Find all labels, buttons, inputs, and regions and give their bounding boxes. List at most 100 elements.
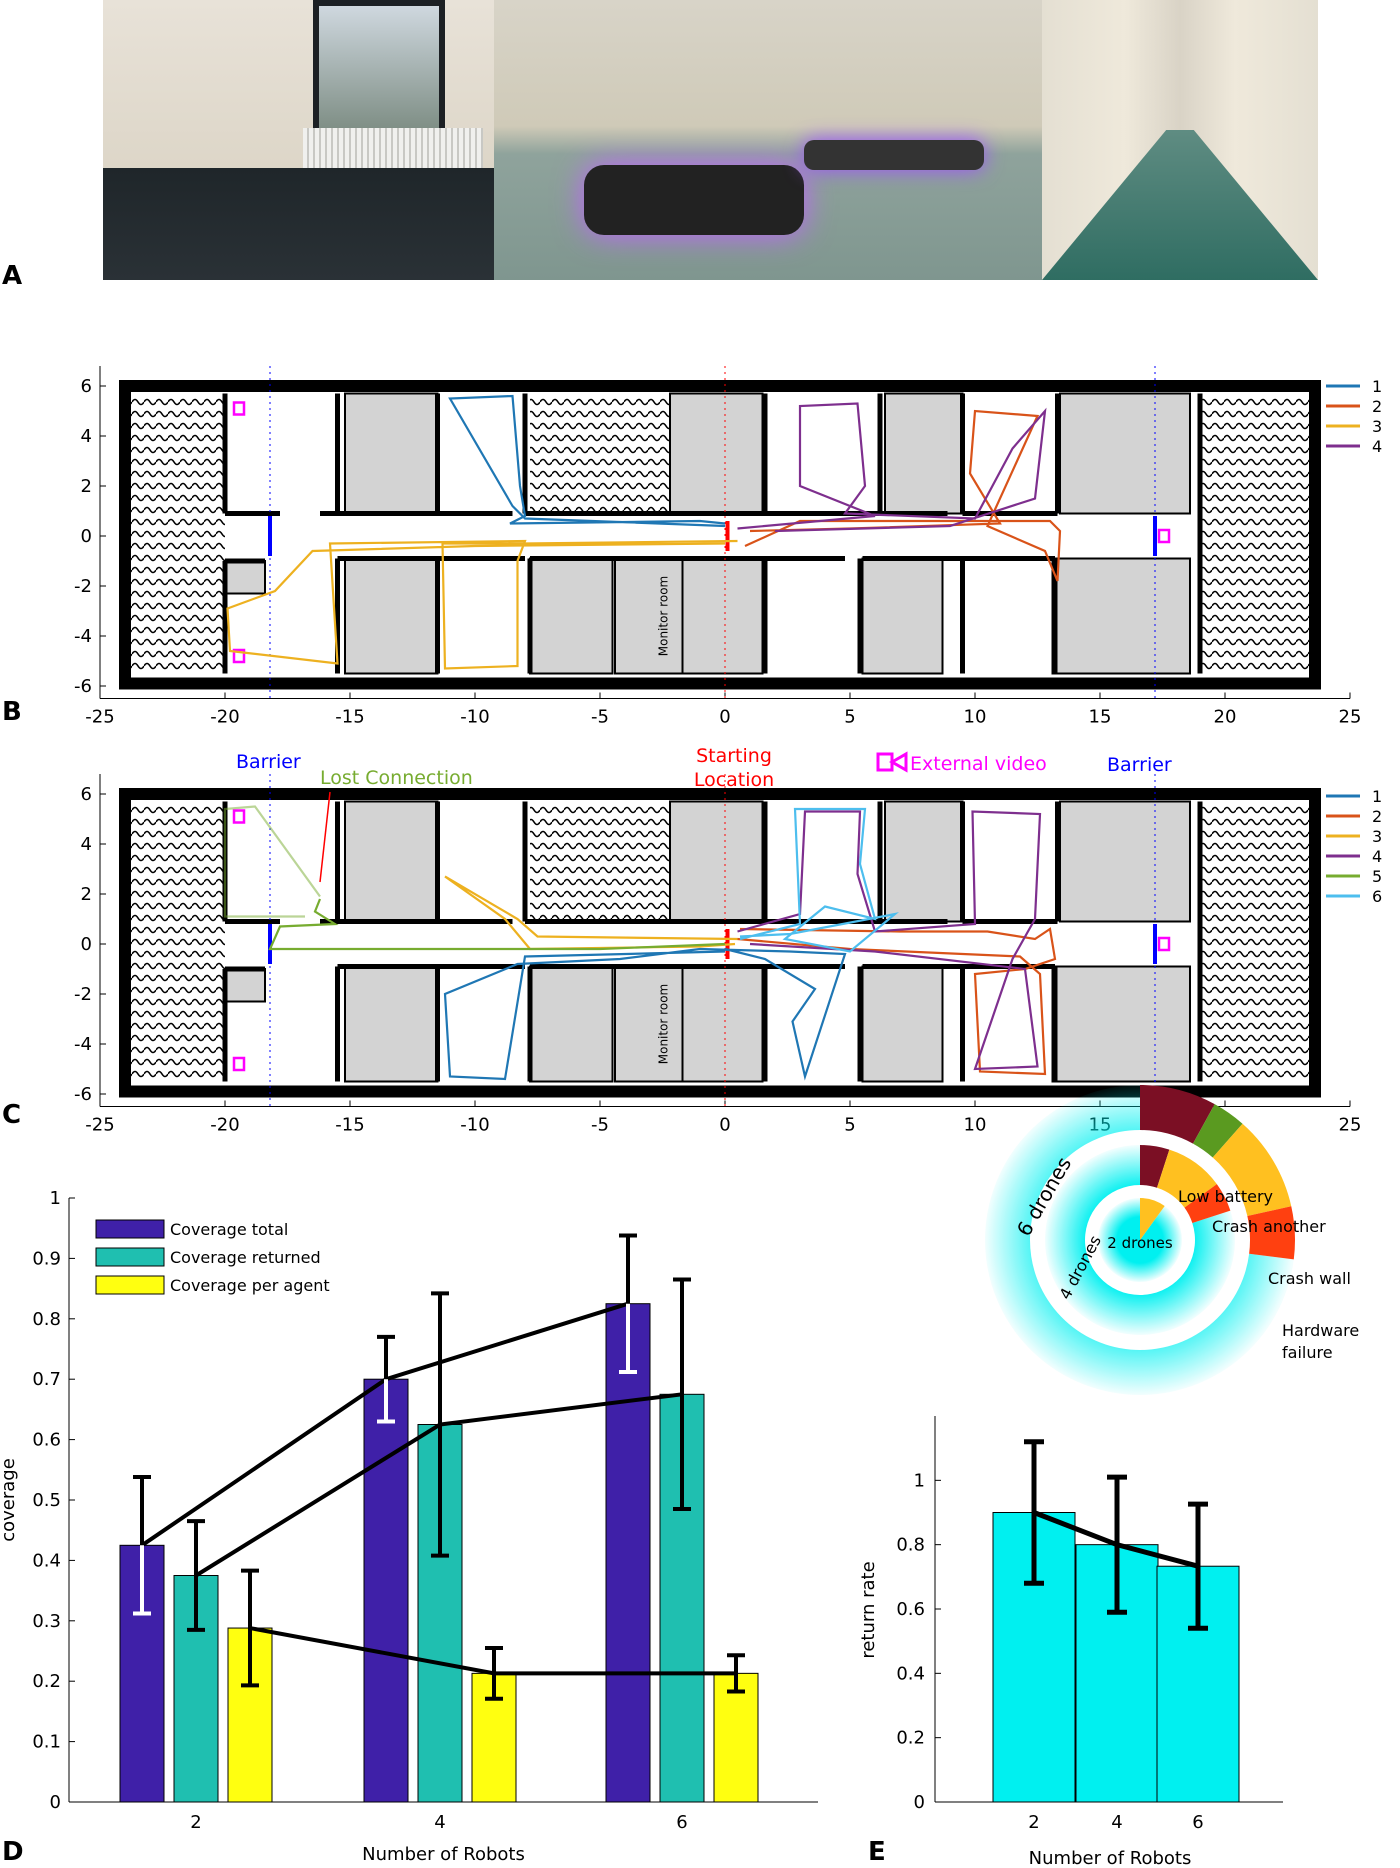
barrier-label-right: Barrier	[1107, 754, 1172, 776]
photo-corridor	[1042, 0, 1318, 280]
map-x-tick-label: 5	[844, 1115, 855, 1136]
hatched-zone-center	[530, 801, 670, 922]
ring-seg-1-0	[1140, 1145, 1170, 1188]
e-y-tick-label: 0.8	[896, 1535, 925, 1556]
map-x-tick-label: -25	[85, 1115, 114, 1136]
map-y-tick-label: -2	[74, 576, 92, 597]
gray-room-bottom	[681, 557, 764, 675]
d-x-axis-label: Number of Robots	[362, 1844, 525, 1865]
d-y-tick-label: 0.6	[32, 1430, 61, 1451]
hatched-zone-left	[125, 393, 225, 674]
gray-room-bottom	[1051, 557, 1191, 675]
e-y-axis-label: return rate	[858, 1561, 879, 1658]
map-x-tick-label: 15	[1089, 707, 1112, 728]
d-y-tick-label: 0.3	[32, 1611, 61, 1632]
legend-label-4: 4	[1372, 437, 1382, 456]
trajectory-agent-1	[443, 947, 847, 1081]
gray-storage	[224, 560, 266, 595]
trajectory-agent-2	[737, 927, 1057, 1076]
gray-room-top	[1059, 800, 1191, 923]
gray-room-bottom	[614, 557, 684, 675]
ring-seg-0-2	[1140, 1198, 1165, 1240]
photo-window	[313, 0, 445, 142]
d-legend-label-0: Coverage total	[170, 1220, 288, 1239]
panel-letter-d: D	[2, 1837, 24, 1867]
map-x-tick-label: -10	[460, 1115, 489, 1136]
map-y-tick-label: -4	[74, 1034, 92, 1055]
map-y-tick-label: 2	[81, 884, 92, 905]
d-x-tick-label: 4	[434, 1812, 445, 1833]
trajectory-agent-5	[268, 898, 726, 951]
photo-drone-front	[584, 165, 804, 235]
gray-room-bottom	[861, 557, 944, 675]
lost-connection-label: Lost Connection	[320, 767, 473, 789]
monitor-room-label: Monitor room	[657, 984, 671, 1064]
map-x-tick-label: 10	[964, 1115, 987, 1136]
map-x-tick-label: -25	[85, 707, 114, 728]
map-y-tick-label: 6	[81, 376, 92, 397]
map-x-tick-label: 0	[719, 707, 730, 728]
map-y-tick-label: 4	[81, 834, 92, 855]
camera-icon	[232, 401, 246, 416]
failure-label-low-battery: Low battery	[1178, 1187, 1273, 1206]
d-x-tick-label: 6	[676, 1812, 687, 1833]
trajectory-agent-1	[448, 394, 726, 528]
photo-drone-back	[804, 140, 984, 170]
trajectory-agent-6	[739, 807, 899, 953]
gray-room-bottom	[681, 965, 764, 1083]
camera-icon	[232, 1056, 246, 1072]
ring-success-1	[1045, 1145, 1235, 1336]
panel-letter-b: B	[2, 697, 22, 727]
ring-seg-1-2	[1156, 1149, 1217, 1208]
d-legend-label-1: Coverage returned	[170, 1248, 321, 1267]
gray-room-top	[344, 392, 439, 515]
map-y-tick-label: 2	[81, 476, 92, 497]
d-y-tick-label: 0	[50, 1792, 61, 1813]
failure-label-hardware: Hardware	[1282, 1321, 1359, 1340]
d-y-tick-label: 0.1	[32, 1732, 61, 1753]
d-y-tick-label: 0.5	[32, 1490, 61, 1511]
coverage-chart: 0 0.1 0.2 0.3 0.4 0.5 0.6 0.7 0.8 0.9 1 2 4 6 Number o…	[0, 1188, 818, 1865]
e-x-axis-label: Number of Robots	[1029, 1848, 1192, 1868]
monitor-room-label: Monitor room	[657, 576, 671, 656]
d-legend-swatch-1	[95, 1247, 165, 1267]
d-y-tick-label: 0.9	[32, 1248, 61, 1269]
map-x-tick-label: 10	[964, 707, 987, 728]
d-y-tick-label: 0.4	[32, 1550, 61, 1571]
d-bar-0-1	[363, 1378, 409, 1803]
ring-success-0	[1098, 1198, 1183, 1283]
d-legend-label-2: Coverage per agent	[170, 1276, 330, 1295]
external-video-label: External video	[910, 753, 1047, 775]
map-y-tick-label: -6	[74, 676, 92, 697]
external-video-camera-icon	[876, 751, 908, 773]
map-panel-b: -25 -20 -15 -10 -5 0 5 10 15 20 256420-2-4-6Monito…	[74, 366, 1382, 728]
legend-label-1: 1	[1372, 787, 1382, 806]
d-y-tick-label: 0.2	[32, 1671, 61, 1692]
map-y-tick-label: 4	[81, 426, 92, 447]
camera-icon	[232, 648, 246, 664]
trajectory-agent-3	[226, 539, 738, 670]
d-bar-2-2	[713, 1672, 759, 1803]
gray-room-top	[884, 392, 964, 515]
legend-label-2: 2	[1372, 807, 1382, 826]
map-x-tick-label: 20	[1214, 707, 1237, 728]
gray-room-top	[669, 392, 764, 515]
gray-room-bottom	[344, 965, 439, 1083]
map-panel-c: -25-20-15-10-505101520256420-2-4-6Monito…	[74, 774, 1382, 1136]
panel-letter-e: E	[868, 1837, 886, 1867]
gray-room-bottom	[861, 965, 944, 1083]
map-x-tick-label: 5	[844, 707, 855, 728]
map-x-tick-label: 25	[1339, 1115, 1362, 1136]
lost-connection-pointer	[319, 791, 331, 883]
gray-room-bottom	[344, 557, 439, 675]
d-x-tick-label: 2	[190, 1812, 201, 1833]
d-legend-swatch-2	[95, 1275, 165, 1295]
d-y-axis-label: coverage	[0, 1458, 19, 1542]
gray-room-bottom	[614, 965, 684, 1083]
trajectory-agent-5	[223, 805, 321, 918]
map-x-tick-label: -20	[210, 707, 239, 728]
gray-room-bottom	[529, 965, 614, 1083]
e-x-tick-label: 2	[1028, 1812, 1039, 1833]
